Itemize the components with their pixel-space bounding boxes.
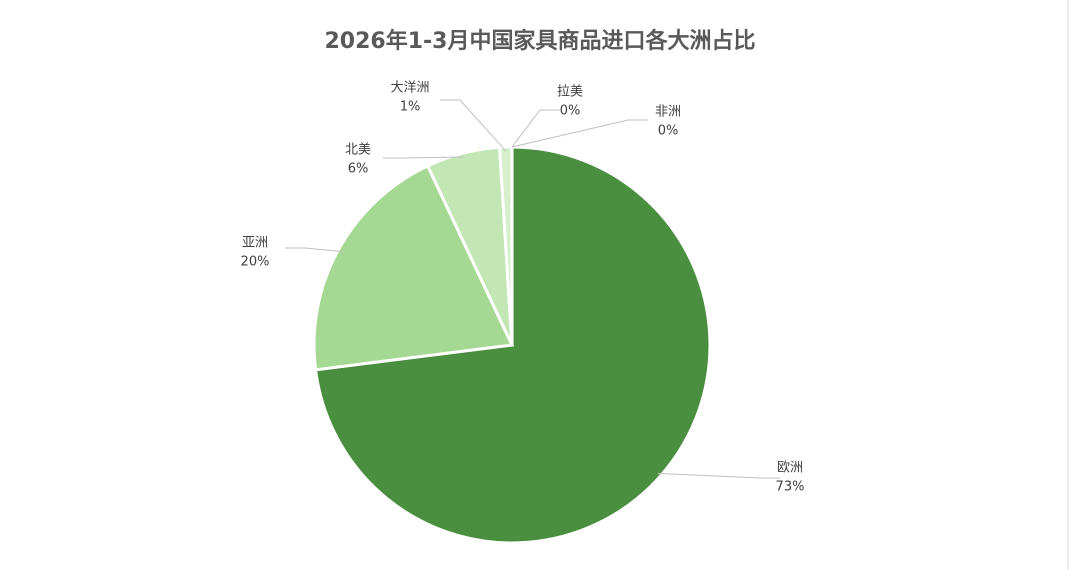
pie-slice (312, 163, 515, 372)
slice-category: 欧洲 (777, 461, 803, 476)
slice-category: 大洋洲 (390, 81, 429, 96)
slice-category: 北美 (345, 143, 371, 158)
leader-line (440, 99, 507, 152)
chart-title: 2026年1-3月中国家具商品进口各大洲占比 (325, 28, 756, 54)
slice-category: 拉美 (557, 85, 583, 100)
leader-line (657, 472, 780, 479)
leader-line (285, 247, 343, 253)
slice-category: 非洲 (655, 105, 681, 120)
slice-value-label: 73% (776, 480, 805, 495)
leader-line (511, 119, 648, 148)
leader-line (511, 109, 560, 148)
leader-line (383, 156, 464, 159)
slice-value-label: 0% (560, 104, 581, 119)
slice-category: 亚洲 (242, 236, 268, 251)
slice-value-label: 0% (658, 124, 679, 139)
slice-value-label: 1% (400, 100, 421, 115)
slice-value-label: 20% (241, 255, 270, 270)
slice-value-label: 6% (348, 162, 369, 177)
